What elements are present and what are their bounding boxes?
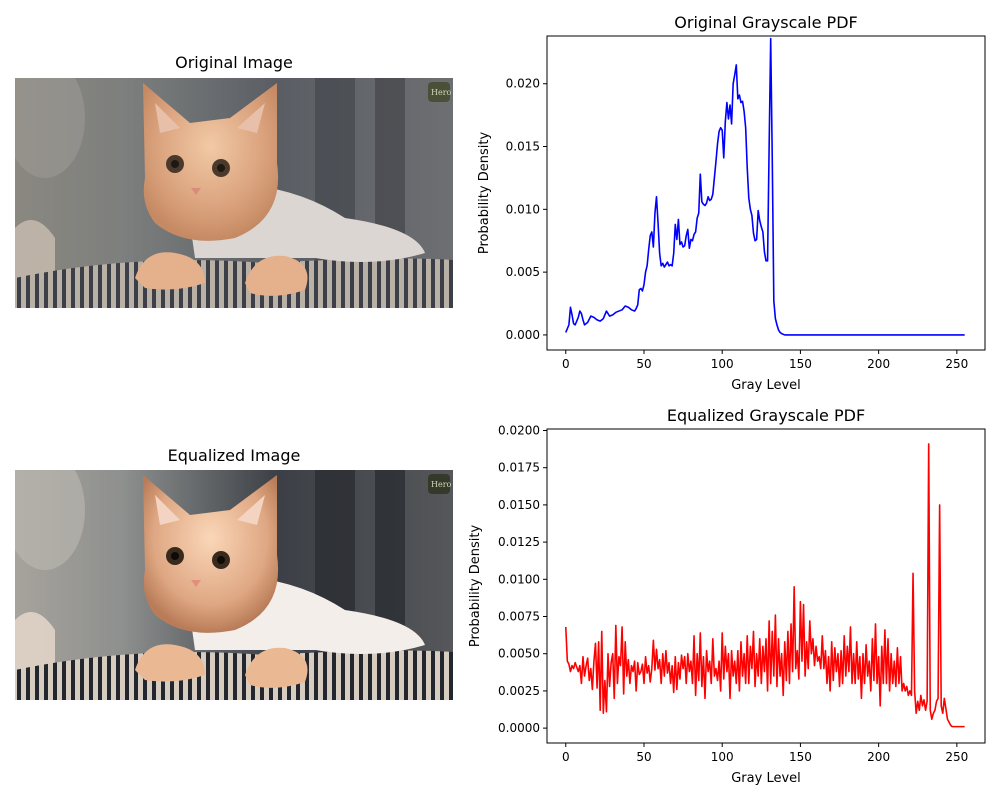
equalized-pdf-ylabel: Probability Density xyxy=(468,525,483,648)
equalized-pdf-title: Equalized Grayscale PDF xyxy=(667,406,865,425)
equalized-pdf-frame xyxy=(546,428,986,744)
original-pdf-xtick-label: 0 xyxy=(562,357,570,371)
equalized-pdf-line xyxy=(564,443,965,728)
watermark-text: Hero xyxy=(431,480,452,489)
equalized-image: Hero xyxy=(15,470,453,700)
original-pdf-ytick-label: 0.020 xyxy=(506,77,540,91)
equalized-image-title: Equalized Image xyxy=(167,446,301,465)
equalized-pdf-ytick-label: 0.0125 xyxy=(498,535,540,549)
original-pdf-line xyxy=(565,37,965,336)
equalized-pdf-ytick-label: 0.0200 xyxy=(498,423,540,437)
original-pdf-ylabel: Probability Density xyxy=(477,132,492,255)
equalized-pdf-xtick-label: 0 xyxy=(562,750,570,764)
equalized-pdf-ytick-label: 0.0100 xyxy=(498,572,540,586)
equalized-pdf-ytick-label: 0.0075 xyxy=(498,610,540,624)
original-image-title: Original Image xyxy=(175,53,293,72)
original-pdf-ytick-label: 0.015 xyxy=(506,140,540,154)
equalized-pdf-xtick-label: 50 xyxy=(636,750,651,764)
equalized-pdf-xtick-label: 100 xyxy=(711,750,734,764)
equalized-pdf-ytick-label: 0.0050 xyxy=(498,647,540,661)
original-pdf-ytick-label: 0.010 xyxy=(506,202,540,216)
original-pdf-xtick-label: 50 xyxy=(636,357,651,371)
original-pdf-xtick-label: 150 xyxy=(789,357,812,371)
original-pdf-ytick-label: 0.005 xyxy=(506,265,540,279)
original-pdf-xtick-label: 250 xyxy=(945,357,968,371)
watermark-text: Hero xyxy=(431,88,452,97)
equalized-pdf-xtick-label: 150 xyxy=(789,750,812,764)
original-pdf-ytick-label: 0.000 xyxy=(506,328,540,342)
equalized-pdf-xlabel: Gray Level xyxy=(731,771,801,786)
equalized-pdf-ytick-label: 0.0025 xyxy=(498,684,540,698)
equalized-pdf-ytick-label: 0.0175 xyxy=(498,461,540,475)
original-pdf-xtick-label: 200 xyxy=(867,357,890,371)
equalized-pdf-ytick-label: 0.0150 xyxy=(498,498,540,512)
equalized-pdf-xtick-label: 250 xyxy=(945,750,968,764)
original-pdf-frame xyxy=(546,35,986,351)
original-pdf-xtick-label: 100 xyxy=(711,357,734,371)
original-pdf-title: Original Grayscale PDF xyxy=(674,13,857,32)
equalized-pdf-ytick-label: 0.0000 xyxy=(498,721,540,735)
equalized-pdf-xtick-label: 200 xyxy=(867,750,890,764)
original-pdf-xlabel: Gray Level xyxy=(731,378,801,393)
original-image: Hero xyxy=(15,78,453,308)
